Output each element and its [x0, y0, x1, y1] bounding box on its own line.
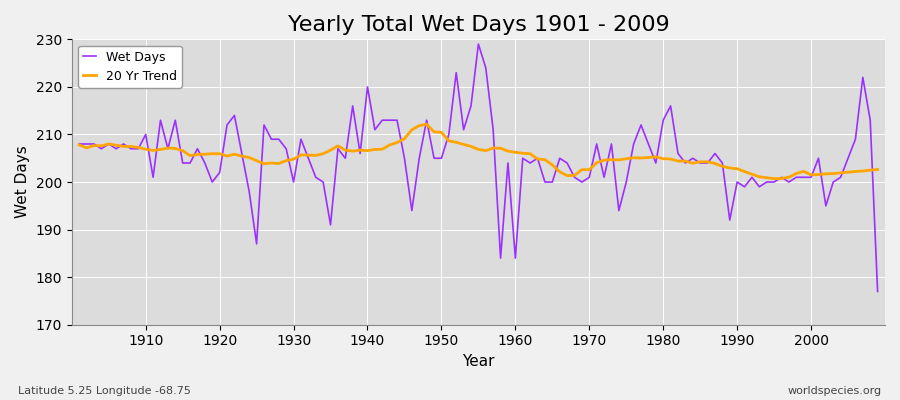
Title: Yearly Total Wet Days 1901 - 2009: Yearly Total Wet Days 1901 - 2009 — [287, 15, 670, 35]
20 Yr Trend — [872, 167, 883, 172]
20 Yr Trend — [74, 142, 85, 147]
Text: worldspecies.org: worldspecies.org — [788, 386, 882, 396]
Wet Days — [606, 142, 616, 146]
Line: 20 Yr Trend: 20 Yr Trend — [79, 124, 878, 179]
Wet Days — [473, 42, 484, 46]
20 Yr Trend — [295, 152, 306, 157]
20 Yr Trend — [421, 122, 432, 127]
X-axis label: Year: Year — [462, 354, 495, 369]
Wet Days — [518, 156, 528, 161]
Legend: Wet Days, 20 Yr Trend: Wet Days, 20 Yr Trend — [78, 46, 182, 88]
Wet Days — [510, 256, 521, 260]
20 Yr Trend — [518, 151, 528, 156]
20 Yr Trend — [510, 150, 521, 155]
Text: Latitude 5.25 Longitude -68.75: Latitude 5.25 Longitude -68.75 — [18, 386, 191, 396]
20 Yr Trend — [606, 157, 616, 162]
Wet Days — [295, 137, 306, 142]
20 Yr Trend — [769, 176, 779, 181]
Wet Days — [340, 156, 351, 161]
20 Yr Trend — [133, 145, 144, 150]
20 Yr Trend — [340, 148, 351, 152]
Wet Days — [74, 142, 85, 146]
Line: Wet Days: Wet Days — [79, 44, 878, 292]
Y-axis label: Wet Days: Wet Days — [15, 146, 30, 218]
Wet Days — [133, 146, 144, 151]
Wet Days — [872, 289, 883, 294]
